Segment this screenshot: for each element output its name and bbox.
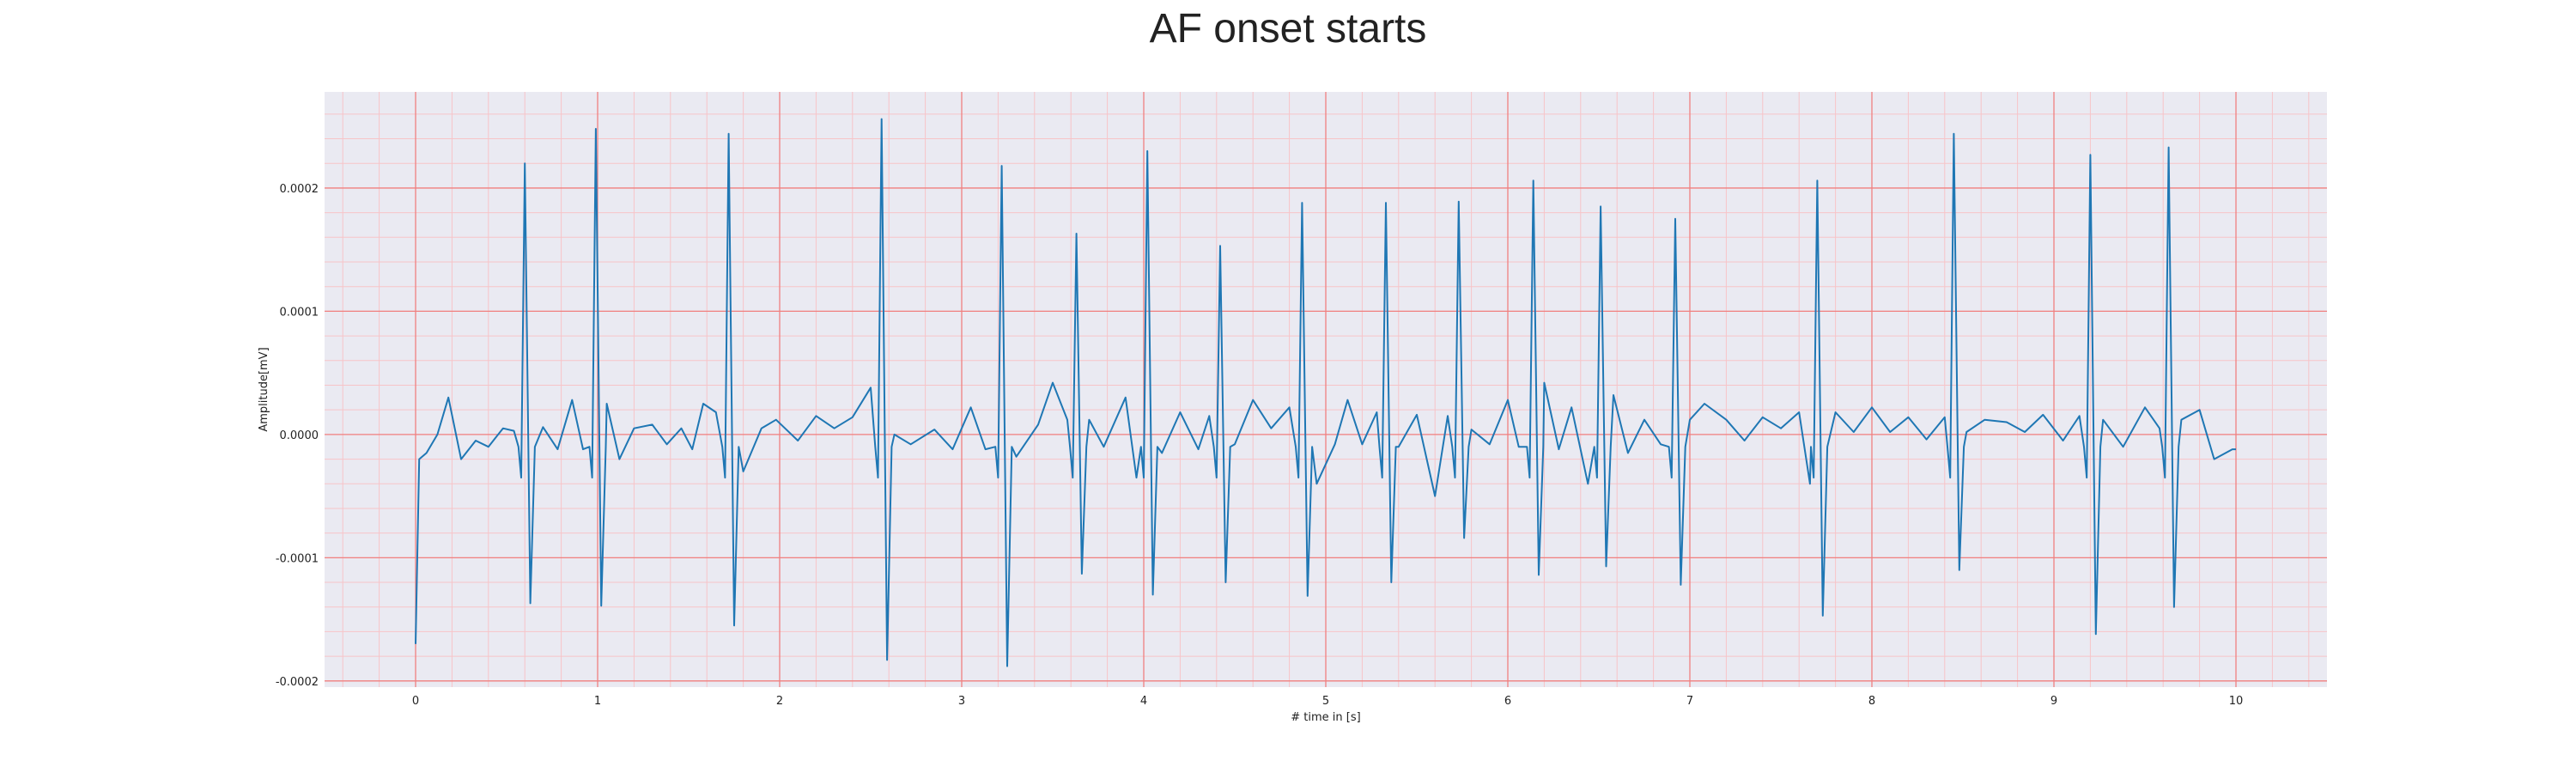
y-tick-label: -0.0001 <box>276 552 319 565</box>
x-tick-label: 9 <box>2050 695 2057 708</box>
x-tick-label: 6 <box>1504 695 1511 708</box>
x-axis-label: # time in [s] <box>1291 711 1360 724</box>
x-tick-label: 7 <box>1686 695 1693 708</box>
chart-title: AF onset starts <box>1149 6 1427 52</box>
y-axis-label: Amplitude[mV] <box>258 347 270 431</box>
x-tick-label: 10 <box>2229 695 2244 708</box>
y-tick-label: 0.0001 <box>280 306 319 319</box>
y-axis-ticks: -0.0002 -0.0001 0.0000 0.0001 0.0002 <box>276 183 319 689</box>
y-tick-label: -0.0002 <box>276 676 319 689</box>
x-tick-label: 1 <box>594 695 601 708</box>
x-tick-label: 3 <box>958 695 965 708</box>
x-tick-label: 0 <box>412 695 419 708</box>
y-tick-label: 0.0000 <box>280 429 319 442</box>
major-grid <box>325 92 2327 687</box>
x-tick-label: 2 <box>776 695 783 708</box>
x-tick-label: 8 <box>1868 695 1875 708</box>
x-axis-ticks: 0 1 2 3 4 5 6 7 8 9 10 <box>412 695 2243 708</box>
series-layer <box>415 118 2236 667</box>
y-tick-label: 0.0002 <box>280 183 319 196</box>
ecg-signal-line <box>415 118 2236 667</box>
x-tick-label: 5 <box>1322 695 1329 708</box>
x-tick-label: 4 <box>1140 695 1147 708</box>
